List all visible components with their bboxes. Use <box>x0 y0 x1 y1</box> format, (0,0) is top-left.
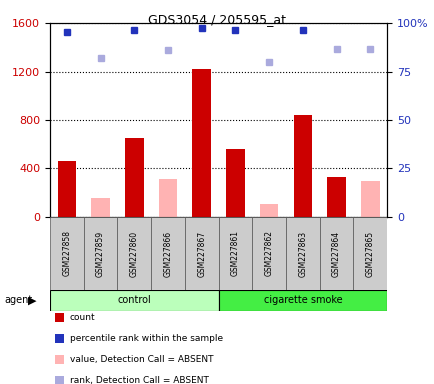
Bar <box>56 313 64 322</box>
Bar <box>259 204 278 217</box>
Text: GSM227859: GSM227859 <box>96 230 105 276</box>
Bar <box>286 217 319 290</box>
Text: control: control <box>117 295 151 306</box>
Bar <box>326 177 345 217</box>
Text: GDS3054 / 205595_at: GDS3054 / 205595_at <box>148 13 286 26</box>
Text: GSM227863: GSM227863 <box>298 230 307 276</box>
Bar <box>360 181 379 217</box>
Bar <box>84 217 117 290</box>
Bar <box>158 179 177 217</box>
Text: GSM227865: GSM227865 <box>365 230 374 276</box>
Bar <box>125 138 143 217</box>
Bar <box>319 217 353 290</box>
Bar <box>56 376 64 384</box>
Text: rank, Detection Call = ABSENT: rank, Detection Call = ABSENT <box>69 376 208 384</box>
Bar <box>184 217 218 290</box>
Text: agent: agent <box>4 295 33 306</box>
Text: ▶: ▶ <box>28 295 37 306</box>
Bar <box>192 69 210 217</box>
Bar <box>56 334 64 343</box>
Text: value, Detection Call = ABSENT: value, Detection Call = ABSENT <box>69 355 213 364</box>
Text: GSM227861: GSM227861 <box>230 230 240 276</box>
Text: count: count <box>69 313 95 322</box>
Text: GSM227858: GSM227858 <box>62 230 71 276</box>
Bar <box>218 217 252 290</box>
Bar <box>353 217 386 290</box>
Bar <box>117 217 151 290</box>
Text: GSM227862: GSM227862 <box>264 230 273 276</box>
Bar <box>218 290 386 311</box>
Text: cigarette smoke: cigarette smoke <box>263 295 342 306</box>
Text: GSM227864: GSM227864 <box>331 230 340 276</box>
Text: GSM227867: GSM227867 <box>197 230 206 276</box>
Bar <box>50 217 83 290</box>
Bar <box>151 217 184 290</box>
Text: GSM227866: GSM227866 <box>163 230 172 276</box>
Bar <box>57 161 76 217</box>
Bar <box>91 198 110 217</box>
Bar <box>56 355 64 364</box>
Bar <box>226 149 244 217</box>
Bar <box>50 290 218 311</box>
Text: percentile rank within the sample: percentile rank within the sample <box>69 334 222 343</box>
Bar <box>293 115 312 217</box>
Text: GSM227860: GSM227860 <box>129 230 138 276</box>
Bar <box>252 217 286 290</box>
